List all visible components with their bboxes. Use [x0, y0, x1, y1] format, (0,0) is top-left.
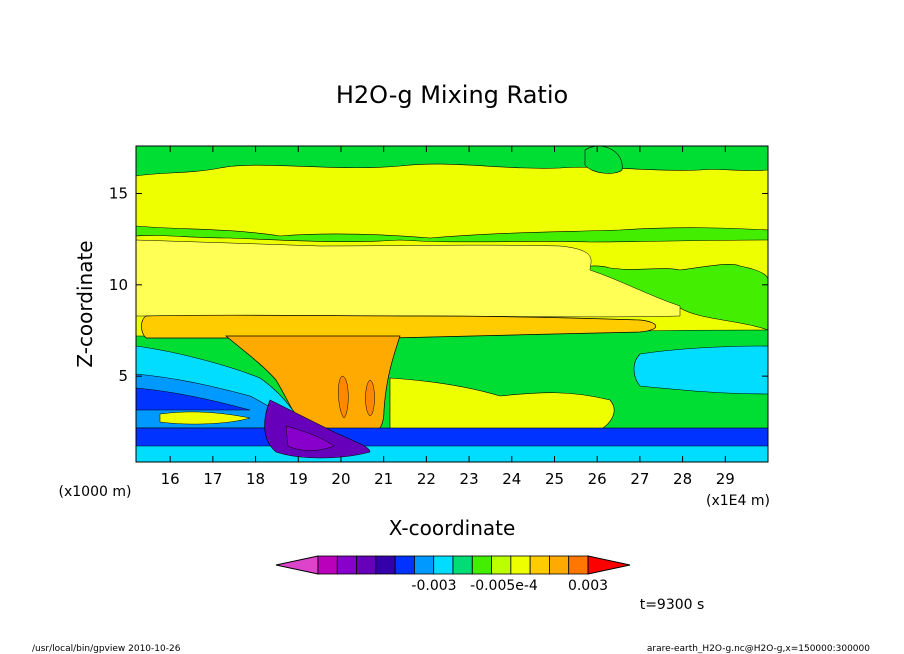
footer-left: /usr/local/bin/gpview 2010-10-26	[32, 644, 181, 654]
x-tick-label: 19	[289, 470, 308, 488]
x-tick-label: 26	[588, 470, 607, 488]
x-tick-label: 18	[246, 470, 265, 488]
colorbar	[275, 555, 631, 575]
field-orange-streak-2	[365, 379, 375, 417]
colorbar-cell	[491, 555, 512, 575]
colorbar-cell	[452, 555, 473, 575]
field-purple-inner	[285, 425, 335, 451]
colorbar-cell	[510, 555, 531, 575]
y-axis: 5 10 15	[109, 184, 768, 385]
y-axis-label: Z-coordinate	[73, 240, 97, 367]
y-tick-label: 10	[109, 276, 128, 294]
colorbar-label-mid: -0.005e-4	[470, 578, 538, 594]
field-orange-streak-1	[338, 375, 349, 419]
colorbar-label-min: -0.003	[411, 578, 456, 594]
colorbar-cell	[356, 555, 377, 575]
colorbar-cell	[568, 555, 589, 575]
footer-right: arare-earth_H2O-g.nc@H2O-g,x=150000:3000…	[647, 644, 870, 654]
y-unit-label: (x1000 m)	[59, 484, 132, 500]
colorbar-label-max: 0.003	[568, 578, 608, 594]
colorbar-cell	[375, 555, 396, 575]
time-annotation: t=9300 s	[640, 597, 705, 613]
colorbar-cell	[471, 555, 492, 575]
field-bottom-band	[136, 427, 768, 449]
field-upper-green-band	[136, 225, 768, 331]
field-bottom-cyan	[136, 445, 768, 462]
colorbar-cell	[433, 555, 454, 575]
colorbar-cell	[529, 555, 550, 575]
x-tick-label: 21	[374, 470, 393, 488]
x-tick-label: 25	[545, 470, 564, 488]
colorbar-overflow	[587, 555, 631, 575]
field-darkblue-left	[136, 387, 251, 411]
x-axis-label: X-coordinate	[389, 516, 516, 540]
chart-title: H2O-g Mixing Ratio	[336, 81, 568, 109]
x-tick-label: 27	[630, 470, 649, 488]
x-unit-label: (x1E4 m)	[706, 493, 770, 509]
colorbar-cell	[414, 555, 435, 575]
field-yellow-left-patch	[159, 411, 251, 425]
field-cyan-right	[633, 345, 768, 395]
plot-frame	[135, 145, 769, 463]
x-axis: 16 17 18 19 20 21 22 23 24 25 26 27 28 29	[161, 146, 735, 488]
colorbar-cell	[549, 555, 570, 575]
x-tick-label: 22	[417, 470, 436, 488]
x-tick-label: 23	[460, 470, 479, 488]
x-tick-label: 28	[673, 470, 692, 488]
y-tick-label: 5	[118, 367, 128, 385]
field-lower-yellow	[389, 377, 615, 431]
colorbar-cell	[317, 555, 338, 575]
colorbar-cell	[336, 555, 357, 575]
contour-field	[136, 146, 768, 462]
x-tick-label: 20	[331, 470, 350, 488]
x-tick-label: 17	[203, 470, 222, 488]
x-tick-label: 24	[502, 470, 521, 488]
y-tick-label: 15	[109, 184, 128, 202]
colorbar-underflow	[275, 555, 319, 575]
colorbar-cell	[394, 555, 415, 575]
x-tick-label: 16	[161, 470, 180, 488]
x-tick-label: 29	[716, 470, 735, 488]
